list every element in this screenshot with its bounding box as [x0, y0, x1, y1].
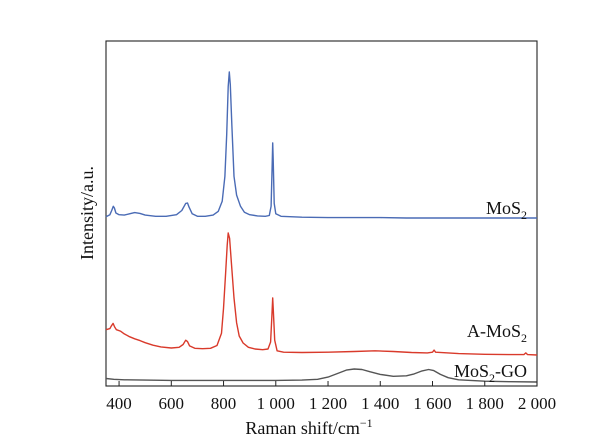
- series-label-3: MoS2-GO: [454, 361, 527, 385]
- series-line-3: [105, 368, 538, 383]
- x-tick-label: 2 000: [518, 394, 556, 413]
- x-ticks: 400 600 800 1 000 1 200 1 400 1 600 1 800 2 000: [106, 381, 556, 413]
- series-labels: MoS2 A-MoS2 MoS2-GO: [454, 198, 527, 385]
- series-label-2: A-MoS2: [467, 321, 527, 345]
- x-tick-label: 1 400: [361, 394, 399, 413]
- plot-frame: [105, 40, 538, 387]
- x-tick-label: 400: [106, 394, 132, 413]
- series-layer: [105, 71, 538, 383]
- x-tick-label: 600: [159, 394, 185, 413]
- x-tick-label: 1 000: [257, 394, 295, 413]
- series-line-2: [105, 232, 538, 356]
- x-tick-label: 1 200: [309, 394, 347, 413]
- y-axis-title: Intensity/a.u.: [77, 166, 97, 260]
- series-label-1: MoS2: [486, 198, 527, 222]
- x-tick-label: 800: [211, 394, 237, 413]
- x-tick-label: 1 600: [413, 394, 451, 413]
- x-axis-title: Raman shift/cm−1: [245, 416, 372, 438]
- x-tick-label: 1 800: [466, 394, 504, 413]
- series-line-1: [105, 71, 537, 219]
